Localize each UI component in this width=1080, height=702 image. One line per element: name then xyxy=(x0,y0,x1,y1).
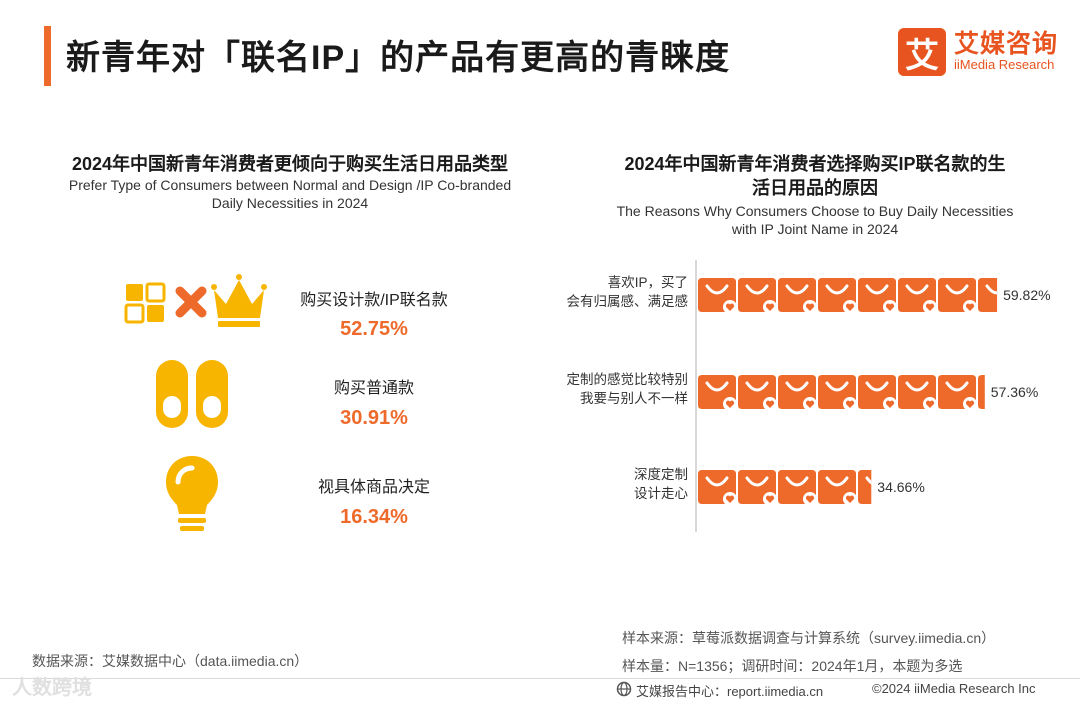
value-label-1: 57.36% xyxy=(991,384,1038,400)
shopping-bag-icon xyxy=(816,373,859,411)
iimedia-logo: 艾 艾媒咨询 iiMedia Research xyxy=(897,28,1058,76)
shopping-bag-icon xyxy=(698,276,739,314)
category-label-1: 定制的感觉比较特别我要与别人不一样 xyxy=(567,371,689,406)
design-ip-crown-icon xyxy=(124,274,267,327)
pref-value-depends: 16.34% xyxy=(340,506,408,528)
logo-mark: 艾 xyxy=(897,28,946,76)
shopping-bag-icon xyxy=(856,276,899,314)
copyright: ©2024 iiMedia Research Inc xyxy=(872,681,1036,696)
pref-value-design: 52.75% xyxy=(340,318,408,340)
right-panel-subtitle-1: The Reasons Why Consumers Choose to Buy … xyxy=(616,203,1014,219)
category-label-0: 喜欢IP，买了会有归属感、满足感 xyxy=(567,275,689,309)
pref-value-normal: 30.91% xyxy=(340,407,408,429)
slippers-icon xyxy=(156,360,228,428)
shopping-bag-icon xyxy=(896,373,939,411)
shopping-bag-icon xyxy=(896,276,939,314)
pref-label-depends: 视具体商品决定 xyxy=(317,479,430,496)
watermark: 人数跨境 xyxy=(12,677,92,699)
shopping-bag-icon xyxy=(776,373,819,411)
shopping-bag-icon xyxy=(776,468,819,506)
report-center-link[interactable]: 艾媒报告中心：report.iimedia.cn xyxy=(636,684,824,699)
shopping-bag-icon xyxy=(736,373,779,411)
bar-1 xyxy=(698,373,985,411)
lightbulb-icon xyxy=(166,456,218,531)
page-title: 新青年对「联名IP」的产品有更高的青睐度 xyxy=(66,39,731,77)
reasons-bar-chart: 59.82% 喜欢IP，买了会有归属感、满足感 57.36% 定制的感觉比较特别我要与… xyxy=(567,260,1051,532)
shopping-bag-icon xyxy=(856,373,899,411)
shopping-bag-icon xyxy=(816,276,859,314)
shopping-bag-icon xyxy=(698,373,739,411)
bar-2 xyxy=(698,468,872,506)
title-accent-bar xyxy=(44,26,51,86)
category-label-2: 深度定制设计走心 xyxy=(634,467,688,501)
bar-0 xyxy=(698,276,998,314)
shopping-bag-icon xyxy=(698,468,739,506)
pref-label-design: 购买设计款/IP联名款 xyxy=(300,292,448,309)
value-label-2: 34.66% xyxy=(877,479,924,495)
sample-size: 样本量：N=1356；调研时间：2024年1月，本题为多选 xyxy=(622,658,963,674)
shopping-bag-icon xyxy=(936,373,979,411)
left-panel-subtitle-2: Daily Necessities in 2024 xyxy=(211,195,369,211)
shopping-bag-icon xyxy=(776,276,819,314)
shopping-bag-icon xyxy=(736,276,779,314)
sample-source: 样本来源：草莓派数据调查与计算系统（survey.iimedia.cn） xyxy=(622,630,996,646)
shopping-bag-icon xyxy=(736,468,779,506)
right-panel-title-1: 2024年中国新青年消费者选择购买IP联名款的生 xyxy=(624,154,1006,174)
globe-icon xyxy=(616,681,632,697)
value-label-0: 59.82% xyxy=(1003,287,1050,303)
left-panel-title: 2024年中国新青年消费者更倾向于购买生活日用品类型 xyxy=(71,154,509,174)
footer-divider xyxy=(0,678,1080,679)
shopping-bag-icon xyxy=(816,468,859,506)
logo-en: iiMedia Research xyxy=(953,57,1055,72)
shopping-bag-icon xyxy=(936,276,979,314)
left-data-source: 数据来源：艾媒数据中心（data.iimedia.cn） xyxy=(32,653,309,669)
right-panel-subtitle-2: with IP Joint Name in 2024 xyxy=(731,221,899,237)
pref-label-normal: 购买普通款 xyxy=(333,380,414,397)
logo-cn: 艾媒咨询 xyxy=(953,30,1058,58)
left-panel-subtitle-1: Prefer Type of Consumers between Normal … xyxy=(68,177,512,193)
right-panel-title-2: 活日用品的原因 xyxy=(752,178,878,198)
